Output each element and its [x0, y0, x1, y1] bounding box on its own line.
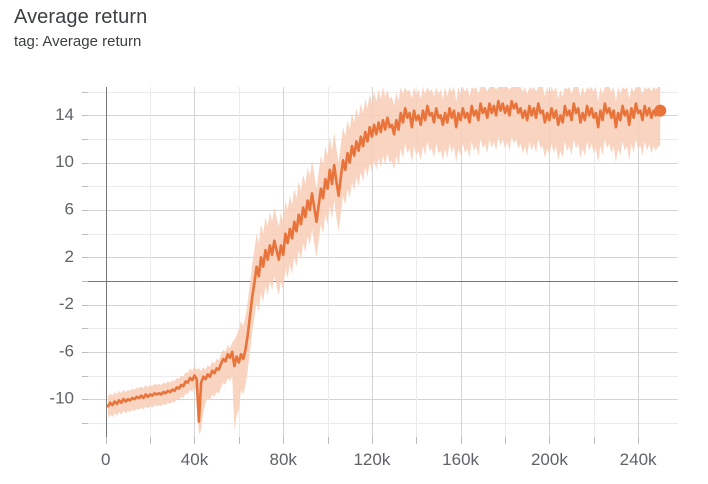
x-axis-ticks: [106, 437, 639, 444]
x-axis-tick-label: 120k: [353, 450, 390, 469]
end-point-marker[interactable]: [654, 104, 667, 117]
x-axis-tick-label: 80k: [269, 450, 297, 469]
x-axis-tick-label: 160k: [442, 450, 479, 469]
x-axis-tick-label: 40k: [181, 450, 209, 469]
average-return-line[interactable]: [106, 99, 662, 423]
x-axis-tick-label: 240k: [620, 450, 657, 469]
y-axis-tick-label: 2: [65, 247, 74, 266]
zero-axis-lines: [88, 87, 678, 437]
y-axis-tick-label: -10: [49, 389, 74, 408]
y-axis-tick-label: -2: [59, 294, 74, 313]
y-axis-tick-label: -6: [59, 341, 74, 360]
x-axis-tick-label: 200k: [531, 450, 568, 469]
y-axis-tick-label: 14: [55, 105, 74, 124]
chart-title: Average return: [14, 6, 148, 28]
x-axis-tick-label: 0: [101, 450, 110, 469]
y-axis-tick-label: 10: [55, 152, 74, 171]
chart-subtitle: tag: Average return: [14, 33, 142, 50]
y-axis-ticks: [82, 92, 88, 424]
x-axis-labels: 0 40k 80k 120k 160k 200k 240k: [101, 450, 657, 469]
y-axis-labels: 14 10 6 2 -2 -6 -10: [49, 105, 74, 408]
y-major-gridlines: [88, 115, 678, 400]
latest-value-dot[interactable]: [654, 104, 667, 117]
y-axis-tick-label: 6: [65, 199, 74, 218]
series-line[interactable]: [106, 99, 662, 423]
